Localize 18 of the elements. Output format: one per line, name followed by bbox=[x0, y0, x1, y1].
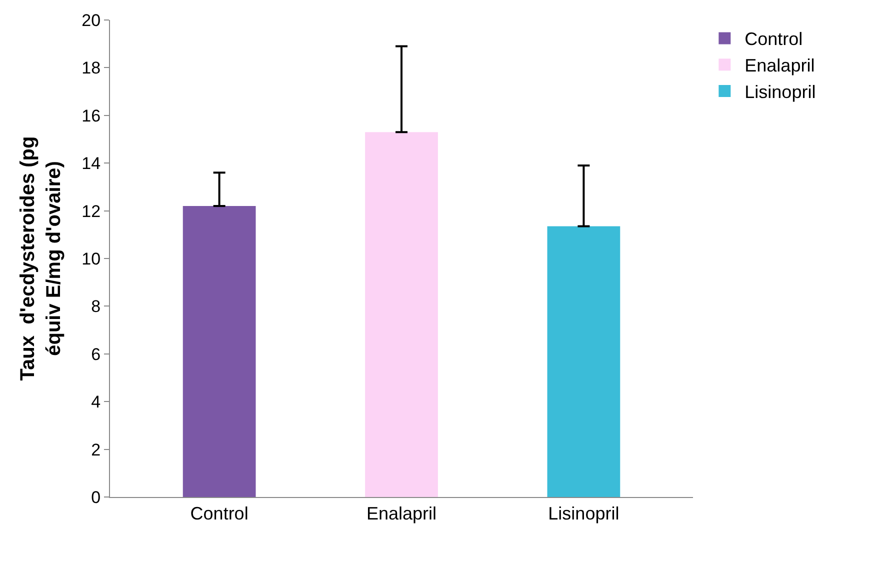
y-tick-label: 18 bbox=[82, 58, 101, 78]
y-tick-label: 14 bbox=[82, 154, 101, 174]
y-tick-label: 12 bbox=[82, 202, 101, 221]
y-tick-label: 4 bbox=[91, 392, 101, 412]
y-tick-label: 20 bbox=[82, 10, 101, 30]
y-axis-title: Taux d'ecdysteroides (pg équiv E/mg d'ovaire) bbox=[17, 136, 66, 381]
x-tick-label: Control bbox=[190, 504, 248, 524]
y-tick-label: 10 bbox=[82, 249, 101, 268]
y-tick-label: 6 bbox=[91, 344, 101, 364]
legend-label: Control bbox=[744, 29, 803, 50]
y-tick-label: 16 bbox=[82, 106, 101, 126]
y-tick-label: 8 bbox=[91, 297, 101, 316]
y-tick-label: 0 bbox=[91, 488, 101, 507]
legend-label: Enalapril bbox=[744, 56, 815, 76]
x-tick-label: Lisinopril bbox=[548, 504, 620, 524]
x-tick-label: Enalapril bbox=[366, 504, 437, 524]
y-tick-label: 2 bbox=[91, 440, 101, 460]
legend-label: Lisinopril bbox=[744, 82, 816, 102]
